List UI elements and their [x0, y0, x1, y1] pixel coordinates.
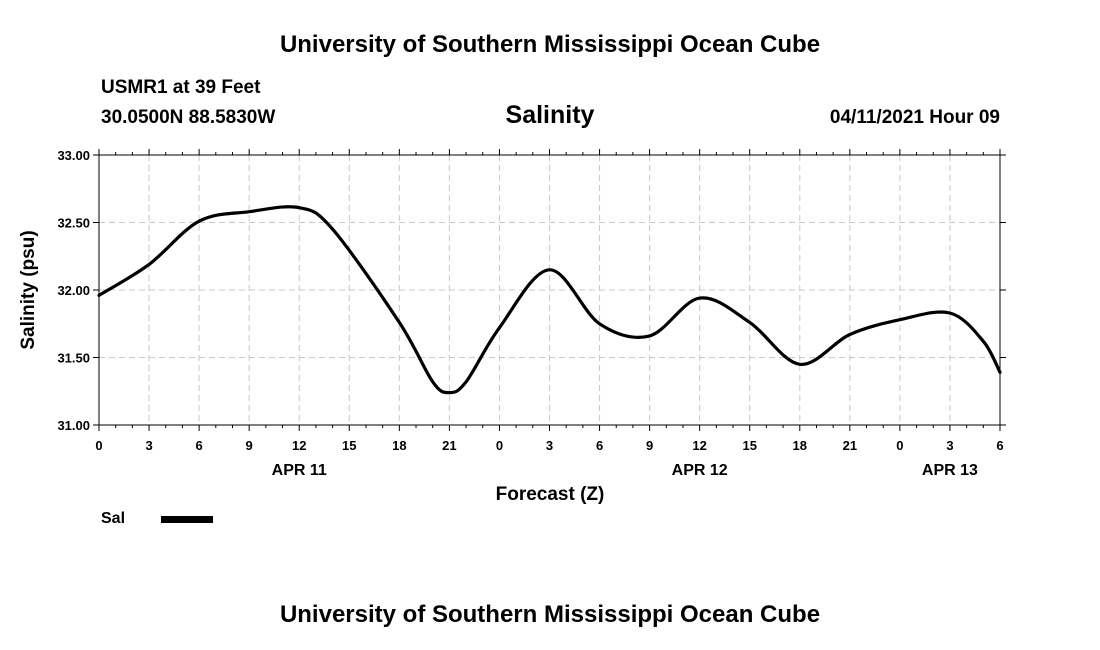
y-tick-label: 31.50 — [57, 351, 90, 366]
grid-lines — [99, 155, 1000, 425]
x-tick-label: 15 — [742, 438, 756, 453]
x-tick-label: 12 — [692, 438, 706, 453]
legend-label: Sal — [101, 510, 126, 527]
legend-swatch — [161, 516, 213, 523]
y-tick-label: 31.00 — [57, 418, 90, 433]
y-axis-label: Salinity (psu) — [18, 230, 39, 349]
y-tick-label: 33.00 — [57, 148, 90, 163]
x-tick-label: 21 — [843, 438, 857, 453]
x-tick-label: 0 — [95, 438, 102, 453]
date-labels: APR 11 APR 12 APR 13 — [272, 462, 978, 479]
x-tick-label: 21 — [442, 438, 456, 453]
x-tick-label: 15 — [342, 438, 356, 453]
series-line-sal — [97, 205, 1002, 395]
coordinates-label: 30.0500N 88.5830W — [101, 107, 276, 128]
y-tick-label: 32.00 — [57, 283, 90, 298]
x-tick-label: 18 — [392, 438, 406, 453]
x-tick-label: 0 — [896, 438, 903, 453]
y-axis-ticks: 31.00 31.50 32.00 32.50 33.00 — [57, 148, 1006, 433]
x-tick-label: 18 — [793, 438, 807, 453]
x-axis-label: Forecast (Z) — [496, 484, 605, 505]
date-label: APR 12 — [672, 462, 728, 479]
page-title: University of Southern Mississippi Ocean… — [279, 31, 821, 58]
x-tick-label: 12 — [292, 438, 306, 453]
x-tick-label: 6 — [195, 438, 202, 453]
x-tick-label: 3 — [546, 438, 553, 453]
x-axis-ticks: 0 3 6 9 12 15 18 21 0 3 6 9 12 15 18 21 0 3 6 — [95, 149, 1004, 453]
date-label: APR 11 — [272, 462, 327, 479]
date-label: APR 13 — [922, 462, 978, 479]
station-label: USMR1 at 39 Feet — [101, 77, 261, 98]
x-tick-label: 6 — [596, 438, 603, 453]
forecast-time-label: 04/11/2021 Hour 09 — [829, 107, 1000, 128]
chart-title: Salinity — [505, 101, 595, 129]
x-tick-label: 3 — [145, 438, 152, 453]
y-tick-label: 32.50 — [57, 216, 90, 231]
series-layer — [97, 205, 1002, 395]
x-tick-label: 6 — [996, 438, 1003, 453]
x-tick-label: 0 — [496, 438, 503, 453]
footer-title: University of Southern Mississippi Ocean… — [279, 601, 821, 628]
x-tick-label: 3 — [946, 438, 953, 453]
x-tick-label: 9 — [246, 438, 253, 453]
x-tick-label: 9 — [646, 438, 653, 453]
